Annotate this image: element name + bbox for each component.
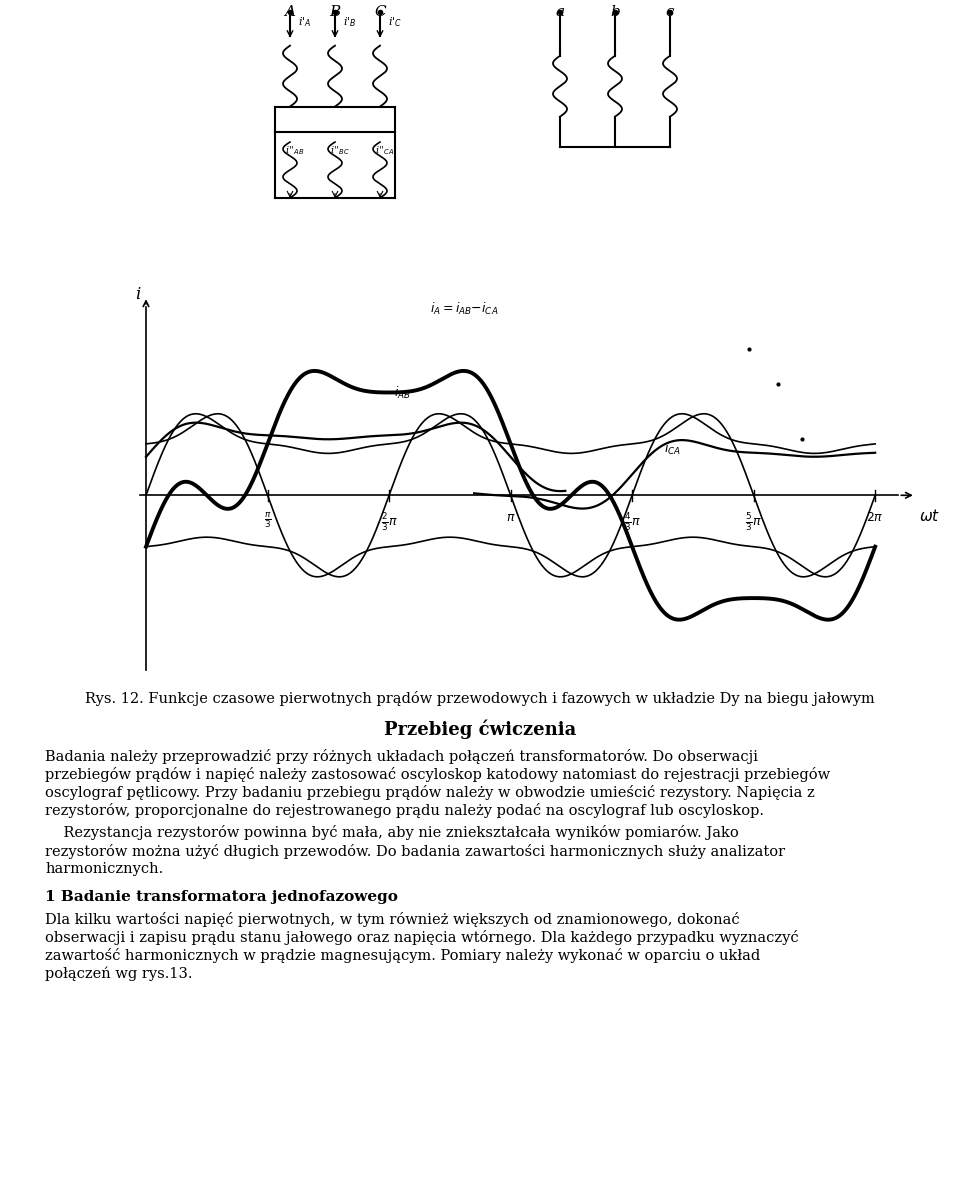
- Text: i'$_A$: i'$_A$: [298, 15, 311, 30]
- Text: $\omega t$: $\omega t$: [920, 507, 941, 524]
- Text: Rezystancja rezystorów powinna być mała, aby nie zniekształcała wyników pomiarów: Rezystancja rezystorów powinna być mała,…: [45, 825, 739, 841]
- Text: Dla kilku wartości napięć pierwotnych, w tym również większych od znamionowego, : Dla kilku wartości napięć pierwotnych, w…: [45, 912, 739, 927]
- Text: rezystorów można użyć długich przewodów. Do badania zawartości harmonicznych słu: rezystorów można użyć długich przewodów.…: [45, 843, 785, 859]
- Text: Przebieg ćwiczenia: Przebieg ćwiczenia: [384, 719, 576, 738]
- Text: i'$_C$: i'$_C$: [388, 15, 402, 30]
- Text: $\frac{5}{3}\pi$: $\frac{5}{3}\pi$: [745, 511, 762, 532]
- Text: i: i: [135, 286, 140, 304]
- Text: i'$_B$: i'$_B$: [343, 15, 356, 30]
- Text: i''$_{AB}$: i''$_{AB}$: [285, 144, 304, 157]
- Text: C: C: [374, 5, 386, 19]
- Text: $i_{AB}$: $i_{AB}$: [394, 385, 411, 401]
- Text: przebiegów prądów i napięć należy zastosować oscyloskop katodowy natomiast do re: przebiegów prądów i napięć należy zastos…: [45, 767, 830, 782]
- Text: $\frac{2}{3}\pi$: $\frac{2}{3}\pi$: [381, 511, 397, 532]
- Text: $\frac{\pi}{3}$: $\frac{\pi}{3}$: [264, 511, 272, 530]
- Text: obserwacji i zapisu prądu stanu jałowego oraz napięcia wtórnego. Dla każdego prz: obserwacji i zapisu prądu stanu jałowego…: [45, 930, 799, 944]
- Text: i''$_{CA}$: i''$_{CA}$: [375, 144, 395, 157]
- Text: B: B: [329, 5, 341, 19]
- Text: rezystorów, proporcjonalne do rejestrowanego prądu należy podać na oscylograf lu: rezystorów, proporcjonalne do rejestrowa…: [45, 804, 764, 818]
- Text: A: A: [284, 5, 296, 19]
- Text: i''$_{BC}$: i''$_{BC}$: [330, 144, 350, 157]
- Text: $i_A{=}i_{AB}{-}i_{CA}$: $i_A{=}i_{AB}{-}i_{CA}$: [430, 301, 499, 317]
- Text: $\frac{4}{3}\pi$: $\frac{4}{3}\pi$: [624, 511, 640, 532]
- Text: Rys. 12. Funkcje czasowe pierwotnych prądów przewodowych i fazowych w układzie D: Rys. 12. Funkcje czasowe pierwotnych prą…: [85, 691, 875, 706]
- Text: harmonicznych.: harmonicznych.: [45, 861, 163, 875]
- Text: oscylograf pętlicowy. Przy badaniu przebiegu prądów należy w obwodzie umieścić r: oscylograf pętlicowy. Przy badaniu przeb…: [45, 785, 815, 800]
- Text: a: a: [556, 5, 564, 19]
- Text: zawartość harmonicznych w prądzie magnesującym. Pomiary należy wykonać w oparciu: zawartość harmonicznych w prądzie magnes…: [45, 948, 760, 964]
- Text: $2\pi$: $2\pi$: [866, 511, 884, 524]
- Text: $\pi$: $\pi$: [506, 511, 516, 524]
- Text: 1 Badanie transformatora jednofazowego: 1 Badanie transformatora jednofazowego: [45, 890, 397, 904]
- Text: Badania należy przeprowadzić przy różnych układach połączeń transformatorów. Do : Badania należy przeprowadzić przy różnyc…: [45, 749, 758, 765]
- Text: c: c: [665, 5, 674, 19]
- Text: $i_{CA}$: $i_{CA}$: [663, 441, 681, 457]
- Text: połączeń wg rys.13.: połączeń wg rys.13.: [45, 966, 193, 980]
- Text: b: b: [611, 5, 620, 19]
